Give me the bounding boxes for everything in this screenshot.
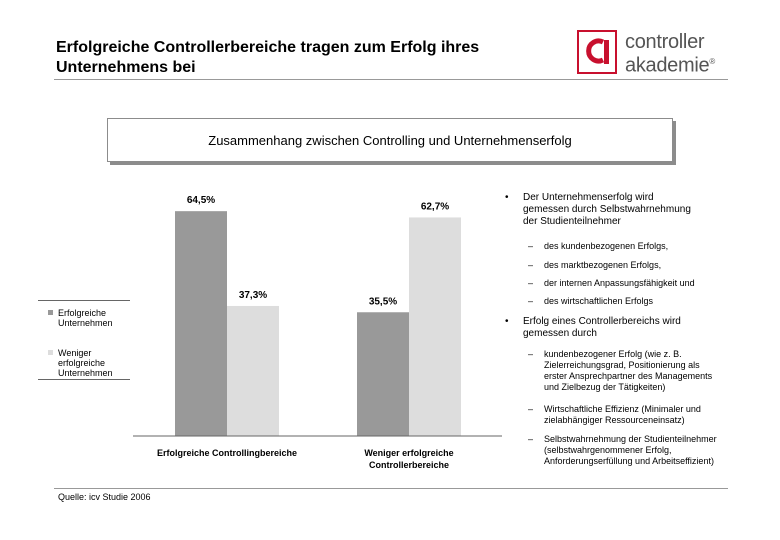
logo-line-1: controller [625,31,705,53]
data-label-2-series-2: 62,7% [421,201,449,212]
page-title: Erfolgreiche Controllerbereiche tragen z… [56,38,556,78]
sub-bullet-line: des wirtschaftlichen Erfolgs [544,296,654,306]
bullet-1-text: Der Unternehmenserfolg wird gemessen dur… [523,192,738,228]
category-label-2: Controllerbereiche [369,460,449,470]
sub-bullet-text: kundenbezogener Erfolg (wie z. B. Zieler… [544,349,740,393]
bullet-line: gemessen durch Selbstwahrnehmung [523,204,691,215]
sub-bullet-text: des kundenbezogenen Erfolgs, [544,241,740,252]
chart-category-labels: Erfolgreiche Controllingbereiche Weniger … [157,448,454,470]
chart-data-labels: 64,5% 37,3% 35,5% 62,7% [187,195,449,307]
sub-bullet-line: erster Ansprechpartner des Managements [544,371,713,381]
sub-bullet-text: des marktbezogenen Erfolgs, [544,260,740,271]
logo-l-shape [604,40,609,64]
legend-label-line: Weniger [58,348,92,358]
legend-label-line: erfolgreiche [58,358,106,368]
category-label-1: Erfolgreiche Controllingbereiche [157,448,297,458]
data-label-1-series-2: 37,3% [239,290,267,301]
sub-bullet-text: der internen Anpassungsfähigkeit und [544,278,740,289]
bar-2-series-1 [357,312,409,436]
sub-bullet-line: des marktbezogenen Erfolgs, [544,260,662,270]
logo-registered-mark: ® [709,57,715,66]
bullet-marker: • [505,192,509,203]
sub-bullet-line: Zielerreichungsgrad, Positionierung als [544,360,700,370]
chart-legend: Erfolgreiche Unternehmen Weniger erfolgr… [38,300,130,380]
sub-bullet-line: des kundenbezogenen Erfolgs, [544,241,669,251]
sub-bullet-line: Anforderungserfüllung und Arbeitseffizie… [544,456,714,466]
legend-label-series-2: Weniger erfolgreiche Unternehmen [58,348,138,378]
sub-bullet-marker: – [528,278,534,288]
legend-label-line: Unternehmen [58,368,113,378]
sub-bullet-text: des wirtschaftlichen Erfolgs [544,296,740,307]
logo-frame [577,30,617,74]
logo-wordmark: controller akademie® [625,31,715,76]
bullet-2-text: Erfolg eines Controllerbereichs wird gem… [523,316,738,340]
header-divider [54,79,728,80]
logo-line-2: akademie® [625,52,715,76]
legend-top-rule [38,300,130,301]
data-label-1-series-1: 64,5% [187,195,215,206]
sub-bullet-marker: – [528,296,534,306]
legend-swatch-series-2 [48,350,53,355]
legend-label-line: Erfolgreiche [58,308,107,318]
sub-bullet-marker: – [528,404,534,414]
sub-bullet-line: Selbstwahrnehmung der Studienteilnehmer [544,434,717,444]
footer-divider [54,488,728,489]
sub-bullet-marker: – [528,241,534,251]
bar-1-series-2 [227,305,279,436]
sub-bullet-text: Wirtschaftliche Effizienz (Minimaler und… [544,404,740,426]
legend-label-line: Unternehmen [58,318,113,328]
title-line-1: Erfolgreiche Controllerbereiche tragen z… [56,39,480,56]
bullet-marker: • [505,316,509,327]
logo-c-shape [586,38,605,64]
legend-bottom-rule [38,379,130,380]
bar-2-series-2 [409,217,461,436]
bar-1-series-1 [175,211,227,436]
controller-akademie-logo: controller akademie® [577,30,727,78]
logo-mark-icon [577,30,617,74]
subtitle-box: Zusammenhang zwischen Controlling und Un… [107,118,673,162]
sub-bullet-line: kundenbezogener Erfolg (wie z. B. [544,349,682,359]
sub-bullet-marker: – [528,434,534,444]
sub-bullet-line: (selbstwahrgenommener Erfolg, [544,445,672,455]
sub-bullet-line: zielabhängiger Ressourceneinsatz) [544,415,685,425]
title-line-2: Unternehmens bei [56,59,196,76]
sub-bullet-marker: – [528,260,534,270]
bullet-line: Der Unternehmenserfolg wird [523,192,654,203]
source-note: Quelle: icv Studie 2006 [58,492,151,502]
chart-bars [175,211,461,436]
legend-swatch-series-1 [48,310,53,315]
data-label-2-series-1: 35,5% [369,296,397,307]
logo-line-2-text: akademie [625,54,710,77]
sub-bullet-line: und Zielbezug der Tätigkeiten) [544,382,666,392]
category-label-2: Weniger erfolgreiche [364,448,453,458]
bullet-line: Erfolg eines Controllerbereichs wird [523,316,681,327]
legend-label-series-1: Erfolgreiche Unternehmen [58,308,138,328]
sub-bullet-marker: – [528,349,534,359]
sub-bullet-text: Selbstwahrnehmung der Studienteilnehmer … [544,434,740,467]
sub-bullet-line: der internen Anpassungsfähigkeit und [544,278,695,288]
sub-bullet-line: Wirtschaftliche Effizienz (Minimaler und [544,404,701,414]
bullet-line: gemessen durch [523,328,597,339]
bullet-line: der Studienteilnehmer [523,216,621,227]
subtitle-text: Zusammenhang zwischen Controlling und Un… [208,132,572,148]
